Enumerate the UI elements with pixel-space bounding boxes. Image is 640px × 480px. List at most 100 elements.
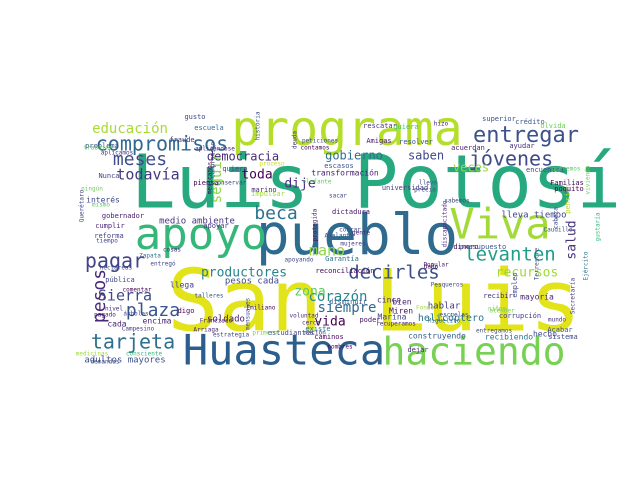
word-familias: Familias [550, 179, 584, 187]
word-construyendo: construyendo [408, 332, 466, 341]
word-francisco: Francisco [200, 318, 233, 325]
word-seguir: seguir [209, 153, 225, 204]
word-fraude: fraude [169, 136, 194, 144]
word-hizo: hizo [434, 121, 449, 128]
word-contamos: contamos [301, 145, 330, 152]
word-sacar: sacar [329, 193, 347, 200]
word-dije: dije [284, 177, 315, 192]
word-nacion: nación [304, 330, 326, 337]
word-educacion: educación [92, 121, 168, 137]
word-sistema: sistema [548, 333, 578, 341]
word-piensa: piensa [193, 179, 218, 187]
word-bien: bien [392, 298, 411, 307]
word-acuerdan: acuerdan [451, 144, 485, 152]
word-recuperamos: recuperamos [376, 321, 416, 328]
word-cerca: cerca [302, 320, 320, 327]
word-deuda: deuda [292, 131, 299, 149]
word-cosas: cosas [163, 247, 181, 254]
word-secretaria: Secretaría [570, 278, 577, 315]
word-cabeza: cabeza [553, 207, 560, 229]
word-garantia: Garantía [325, 255, 359, 263]
word-adelante: Adelante [325, 233, 354, 240]
word-popular: Popular [423, 262, 449, 269]
word-dejar: dejar [407, 346, 428, 354]
word-pagar: pagar [85, 249, 145, 273]
word-pension: pensión [564, 184, 572, 214]
word-dano: daño [424, 264, 439, 271]
word-viva: Viva [449, 200, 550, 249]
word-digo: digo [178, 307, 195, 315]
word-decirles: decirles [348, 262, 440, 284]
word-hecho: hecho [533, 330, 557, 339]
word-veces: veces [453, 161, 489, 175]
word-cada: cada [107, 320, 126, 329]
word-apoyando: apoyando [285, 257, 314, 264]
word-estudiantes: estudiantes [268, 329, 314, 337]
word-campesino: Campesino [122, 326, 155, 333]
word-demandas: demandas [91, 359, 120, 366]
word-nombres: nombres [327, 344, 353, 351]
word-aplicamos: aplicamos [101, 150, 134, 157]
word-conservar: conservar [214, 180, 247, 187]
word-empleo: empleo [511, 272, 519, 297]
word-recibir: recibir [483, 292, 513, 300]
word-quiera: quiera [393, 123, 418, 131]
word-ninos: niños [488, 306, 506, 313]
word-mujeres: mujeres [340, 241, 366, 248]
word-elefante: elefante [303, 179, 332, 186]
word-aplicandose: aplicándose [195, 146, 235, 153]
word-escuela: escuela [194, 124, 224, 132]
word-llevo: llevo [419, 180, 437, 187]
word-marina: Marina [378, 313, 407, 322]
word-gobernador: gobernador [102, 212, 144, 220]
word-todavia: todavía [116, 166, 179, 184]
word-salud: salud [565, 220, 580, 259]
word-corrupcion: corrupción [499, 312, 541, 320]
word-mexicanos: mexicanos [207, 161, 214, 194]
word-huasteca: Huasteca [183, 326, 385, 375]
word-poder: poder [359, 316, 380, 324]
word-ningun: ningún [81, 186, 103, 193]
word-apoyar: apoyar [203, 222, 228, 230]
word-peticiones: peticiones [302, 138, 339, 145]
word-meses: meses [113, 149, 167, 170]
word-pesos: pesos [89, 269, 110, 323]
word-consciente: consciente [126, 351, 163, 358]
word-miguelito: Miguelito [428, 318, 461, 325]
word-gente: gente [352, 230, 370, 237]
word-democracia: democracia [207, 150, 279, 164]
word-primero: primero [252, 330, 278, 337]
word-mensuales: mensuales [245, 297, 252, 330]
word-adultos-mayores: adultos mayores [84, 356, 165, 366]
word-fondo: Fondo [416, 305, 434, 312]
word-ayudar: ayudar [509, 142, 534, 150]
word-emiliano: Emiliano [247, 305, 276, 312]
word-levanten: levanten [464, 244, 556, 266]
word-discapacitado: discapacitado [442, 200, 449, 247]
word-entrego: entregó [150, 261, 176, 268]
word-helicoptero: helicóptero [418, 312, 484, 324]
word-dinero: dinero [453, 243, 478, 251]
word-terrestre: Terrestre [534, 247, 541, 280]
word-cobrar: cobrar [339, 227, 361, 234]
word-san-luis: San Luis [167, 251, 581, 351]
word-rescatar: rescatar [363, 122, 397, 130]
word-jovenes: jóvenes [469, 147, 553, 171]
word-encima: encima [143, 317, 172, 326]
word-luis-potosi: Luis Potosí [131, 140, 621, 226]
word-recibiendo: recibiendo [485, 333, 533, 342]
word-soldado: soldado [207, 315, 245, 325]
word-trabajar: trabajar [84, 145, 113, 152]
word-tarjeta: tarjeta [91, 330, 175, 354]
word-lleva-tiempo: lleva tiempo [501, 211, 566, 221]
word-productores: productores [201, 266, 287, 281]
word-reconciliacion: reconciliación [315, 267, 374, 275]
word-arriaga: Arriaga [193, 327, 219, 334]
word-vivienda: vivienda [585, 165, 592, 194]
word-compromiso: compromiso [210, 142, 217, 179]
word-mundo: mundo [548, 317, 566, 324]
word-gusto: gusto [184, 113, 205, 121]
word-amigas: Amigas [366, 137, 391, 145]
word-programa: programa [231, 101, 462, 157]
